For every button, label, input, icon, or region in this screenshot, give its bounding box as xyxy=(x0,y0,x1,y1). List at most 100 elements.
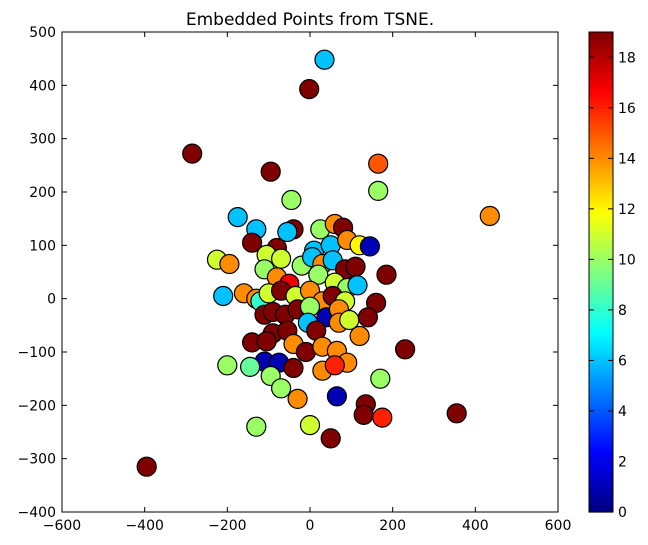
colorbar-segment xyxy=(589,256,613,261)
colorbar-segment xyxy=(589,316,613,321)
colorbar-segment xyxy=(589,296,613,301)
x-tick-label: 400 xyxy=(462,518,489,534)
colorbar-segment xyxy=(589,176,613,181)
colorbar-segment xyxy=(589,388,613,393)
y-tick-label: 300 xyxy=(29,132,56,148)
colorbar-segment xyxy=(589,496,613,501)
data-point xyxy=(395,339,416,360)
x-tick-label: −400 xyxy=(125,518,163,534)
colorbar-segment xyxy=(589,332,613,337)
colorbar-segment xyxy=(589,220,613,225)
colorbar-segment xyxy=(589,140,613,145)
colorbar-segment xyxy=(589,336,613,341)
data-point xyxy=(287,388,308,409)
colorbar-segment xyxy=(589,344,613,349)
colorbar-segment xyxy=(589,444,613,449)
colorbar-segment xyxy=(589,280,613,285)
colorbar-tick-label: 6 xyxy=(618,353,627,369)
colorbar-segment xyxy=(589,424,613,429)
colorbar-segment xyxy=(589,232,613,237)
colorbar-segment xyxy=(589,32,613,37)
x-tick-label: −600 xyxy=(43,518,81,534)
colorbar-segment xyxy=(589,216,613,221)
colorbar-segment xyxy=(589,348,613,353)
colorbar-segment xyxy=(589,68,613,73)
data-point xyxy=(242,232,263,253)
colorbar-segment xyxy=(589,252,613,257)
data-point xyxy=(446,403,467,424)
data-point xyxy=(281,189,302,211)
colorbar-segment xyxy=(589,440,613,445)
colorbar-segment xyxy=(589,172,613,177)
colorbar-segment xyxy=(589,260,613,265)
colorbar-segment xyxy=(589,112,613,117)
colorbar-segment xyxy=(589,276,613,281)
colorbar-tick-label: 8 xyxy=(618,303,627,319)
data-point xyxy=(353,404,374,425)
colorbar-segment xyxy=(589,156,613,161)
colorbar-segment xyxy=(589,368,613,373)
data-point xyxy=(271,248,292,269)
y-tick-label: 500 xyxy=(29,25,56,41)
y-tick-label: −200 xyxy=(18,398,56,414)
x-axis: −600 −400 −200 0 200 400 600 xyxy=(43,32,571,534)
data-point xyxy=(219,253,240,275)
data-point xyxy=(368,180,389,201)
colorbar-segment xyxy=(589,128,613,133)
colorbar-segment xyxy=(589,104,613,109)
colorbar-segment xyxy=(589,36,613,41)
colorbar-segment xyxy=(589,100,613,105)
y-tick-label: −100 xyxy=(18,345,56,361)
colorbar-segment xyxy=(589,168,613,173)
colorbar-segment xyxy=(589,300,613,305)
data-point xyxy=(326,386,347,407)
colorbar-segment xyxy=(589,236,613,241)
data-point xyxy=(283,357,304,379)
colorbar-segment xyxy=(589,304,613,309)
data-point xyxy=(271,378,292,399)
data-point xyxy=(246,416,267,437)
colorbar-segment xyxy=(589,436,613,441)
y-tick-label: 200 xyxy=(29,185,56,201)
colorbar-frame xyxy=(588,31,614,513)
colorbar-segment xyxy=(589,392,613,397)
y-tick-label: 0 xyxy=(47,292,56,308)
colorbar-tick-label: 0 xyxy=(618,505,627,521)
colorbar-segment xyxy=(589,412,613,417)
colorbar-segment xyxy=(589,196,613,201)
colorbar-segment xyxy=(589,340,613,345)
colorbar-segment xyxy=(589,464,613,469)
colorbar-segment xyxy=(589,200,613,205)
colorbar-segment xyxy=(589,96,613,101)
colorbar-segment xyxy=(589,228,613,233)
colorbar-segment xyxy=(589,396,613,401)
colorbar-segment xyxy=(589,224,613,229)
colorbar-segment xyxy=(589,488,613,493)
colorbar-segment xyxy=(589,248,613,253)
data-point xyxy=(299,415,321,436)
colorbar-segment xyxy=(589,460,613,465)
colorbar-segment xyxy=(589,52,613,57)
colorbar-segment xyxy=(589,160,613,165)
data-point xyxy=(299,78,320,100)
colorbar-segment xyxy=(589,508,613,513)
data-point xyxy=(357,307,378,328)
data-point xyxy=(213,285,234,307)
data-point xyxy=(136,456,157,477)
colorbar-segment xyxy=(589,288,613,293)
colorbar-segment xyxy=(589,136,613,141)
colorbar-segment xyxy=(589,484,613,489)
data-point xyxy=(227,207,248,228)
colorbar-segment xyxy=(589,60,613,65)
colorbar-segment xyxy=(589,380,613,385)
data-point xyxy=(260,161,281,182)
colorbar-tick-label: 14 xyxy=(618,151,636,167)
colorbar-segment xyxy=(589,184,613,189)
colorbar-segment xyxy=(589,212,613,217)
colorbar-segment xyxy=(589,152,613,157)
colorbar-segment xyxy=(589,292,613,297)
data-point xyxy=(308,264,329,285)
data-point xyxy=(182,143,203,164)
colorbar-segment xyxy=(589,352,613,357)
colorbar-segment xyxy=(589,192,613,197)
